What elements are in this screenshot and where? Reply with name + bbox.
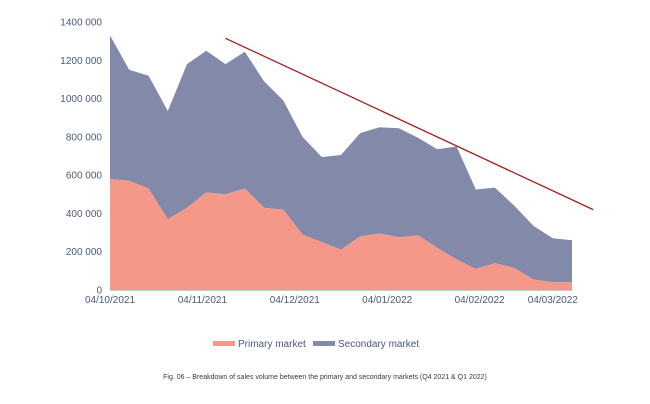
figure-caption: Fig. 06 – Breakdown of sales volume betw… [163, 374, 487, 381]
area-primary-market [110, 179, 572, 290]
y-tick-label: 1000 000 [60, 94, 102, 105]
legend-swatch [213, 341, 235, 346]
chart-trend [225, 37, 594, 211]
y-tick-label: 1200 000 [60, 56, 102, 67]
x-tick-label: 04/11/2021 [178, 295, 228, 306]
y-tick-label: 400 000 [66, 209, 103, 220]
chart-axes: 0 200 000 400 000 600 000 800 000 1000 000 120… [60, 18, 578, 307]
x-tick-label: 04/01/2022 [362, 295, 412, 306]
x-tick-label: 04/03/2022 [528, 295, 578, 306]
area-secondary-market [110, 35, 572, 283]
y-tick-label: 0 [96, 286, 102, 297]
legend-label: Primary market [238, 339, 306, 350]
legend-swatch [313, 341, 335, 346]
y-tick-label: 600 000 [66, 171, 103, 182]
y-tick-label: 200 000 [66, 247, 103, 258]
y-tick-label: 800 000 [66, 132, 103, 143]
legend-label: Secondary market [338, 339, 419, 350]
x-tick-label: 04/02/2022 [455, 295, 505, 306]
trend-line [225, 37, 594, 211]
chart-legend: Primary market Secondary market [213, 339, 419, 350]
y-tick-label: 1400 000 [60, 18, 102, 29]
x-tick-label: 04/12/2021 [270, 295, 320, 306]
x-tick-label: 04/10/2021 [85, 295, 135, 306]
chart-areas [110, 35, 572, 290]
